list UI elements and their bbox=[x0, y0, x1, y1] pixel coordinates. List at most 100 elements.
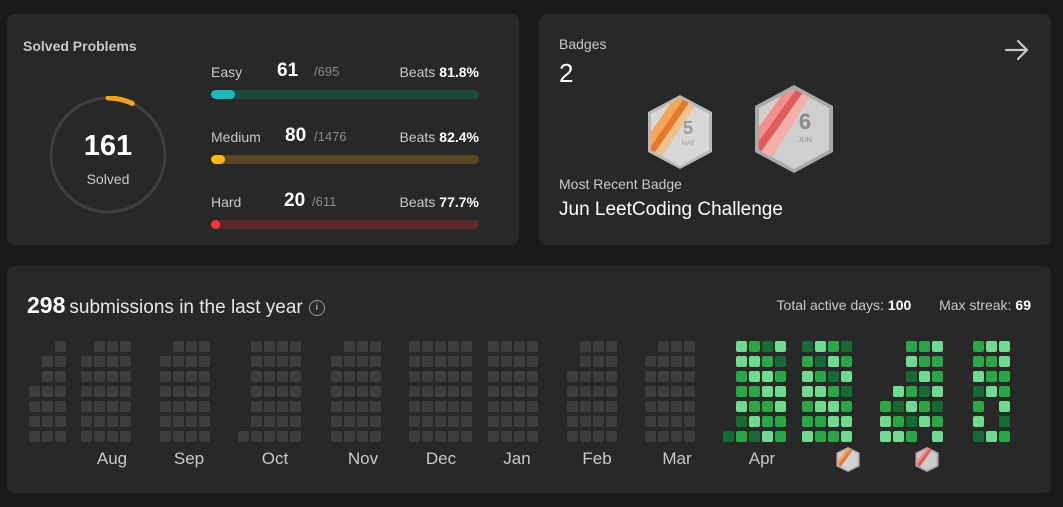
heatmap-cell[interactable] bbox=[762, 386, 773, 397]
heatmap-cell[interactable] bbox=[173, 386, 184, 397]
heatmap-cell[interactable] bbox=[527, 431, 538, 442]
heatmap-cell[interactable] bbox=[658, 356, 669, 367]
heatmap-cell[interactable] bbox=[501, 341, 512, 352]
heatmap-cell[interactable] bbox=[671, 431, 682, 442]
heatmap-cell[interactable] bbox=[409, 431, 420, 442]
heatmap-cell[interactable] bbox=[684, 341, 695, 352]
heatmap-cell[interactable] bbox=[120, 356, 131, 367]
heatmap-cell[interactable] bbox=[94, 431, 105, 442]
heatmap-cell[interactable] bbox=[277, 386, 288, 397]
heatmap-cell[interactable] bbox=[277, 356, 288, 367]
heatmap-cell[interactable] bbox=[606, 341, 617, 352]
heatmap-cell[interactable] bbox=[173, 401, 184, 412]
heatmap-cell[interactable] bbox=[815, 386, 826, 397]
heatmap-cell[interactable] bbox=[527, 371, 538, 382]
heatmap-cell[interactable] bbox=[815, 401, 826, 412]
heatmap-cell[interactable] bbox=[514, 356, 525, 367]
heatmap-cell[interactable] bbox=[55, 371, 66, 382]
heatmap-cell[interactable] bbox=[107, 356, 118, 367]
heatmap-cell[interactable] bbox=[658, 431, 669, 442]
heatmap-cell[interactable] bbox=[775, 386, 786, 397]
heatmap-cell[interactable] bbox=[107, 341, 118, 352]
heatmap-cell[interactable] bbox=[238, 431, 249, 442]
heatmap-cell[interactable] bbox=[160, 431, 171, 442]
heatmap-cell[interactable] bbox=[645, 356, 656, 367]
heatmap-cell[interactable] bbox=[251, 386, 262, 397]
heatmap-cell[interactable] bbox=[199, 386, 210, 397]
heatmap-cell[interactable] bbox=[973, 386, 984, 397]
heatmap-cell[interactable] bbox=[606, 356, 617, 367]
heatmap-cell[interactable] bbox=[973, 431, 984, 442]
heatmap-cell[interactable] bbox=[684, 401, 695, 412]
heatmap-cell[interactable] bbox=[199, 431, 210, 442]
heatmap-cell[interactable] bbox=[828, 386, 839, 397]
heatmap-cell[interactable] bbox=[488, 356, 499, 367]
heatmap-cell[interactable] bbox=[906, 356, 917, 367]
heatmap-cell[interactable] bbox=[593, 386, 604, 397]
heatmap-cell[interactable] bbox=[94, 341, 105, 352]
heatmap-cell[interactable] bbox=[290, 341, 301, 352]
heatmap-cell[interactable] bbox=[501, 401, 512, 412]
heatmap-cell[interactable] bbox=[514, 416, 525, 427]
heatmap-cell[interactable] bbox=[461, 416, 472, 427]
heatmap-cell[interactable] bbox=[186, 416, 197, 427]
heatmap-cell[interactable] bbox=[567, 416, 578, 427]
heatmap-cell[interactable] bbox=[81, 386, 92, 397]
heatmap-cell[interactable] bbox=[264, 386, 275, 397]
heatmap-cell[interactable] bbox=[160, 386, 171, 397]
heatmap-cell[interactable] bbox=[94, 416, 105, 427]
heatmap-cell[interactable] bbox=[42, 401, 53, 412]
heatmap-cell[interactable] bbox=[999, 371, 1010, 382]
heatmap-cell[interactable] bbox=[488, 416, 499, 427]
heatmap-cell[interactable] bbox=[932, 371, 943, 382]
heatmap-cell[interactable] bbox=[684, 356, 695, 367]
heatmap-cell[interactable] bbox=[94, 371, 105, 382]
heatmap-cell[interactable] bbox=[580, 386, 591, 397]
heatmap-cell[interactable] bbox=[658, 401, 669, 412]
heatmap-cell[interactable] bbox=[658, 371, 669, 382]
heatmap-cell[interactable] bbox=[422, 431, 433, 442]
heatmap-cell[interactable] bbox=[331, 416, 342, 427]
heatmap-cell[interactable] bbox=[527, 401, 538, 412]
heatmap-cell[interactable] bbox=[435, 401, 446, 412]
heatmap-cell[interactable] bbox=[409, 401, 420, 412]
heatmap-cell[interactable] bbox=[973, 371, 984, 382]
heatmap-cell[interactable] bbox=[120, 371, 131, 382]
heatmap-cell[interactable] bbox=[802, 401, 813, 412]
heatmap-cell[interactable] bbox=[671, 386, 682, 397]
heatmap-cell[interactable] bbox=[606, 401, 617, 412]
heatmap-cell[interactable] bbox=[344, 431, 355, 442]
heatmap-cell[interactable] bbox=[277, 431, 288, 442]
heatmap-cell[interactable] bbox=[736, 401, 747, 412]
heatmap-cell[interactable] bbox=[815, 371, 826, 382]
heatmap-cell[interactable] bbox=[762, 401, 773, 412]
heatmap-cell[interactable] bbox=[251, 341, 262, 352]
heatmap-cell[interactable] bbox=[81, 371, 92, 382]
heatmap-cell[interactable] bbox=[775, 371, 786, 382]
heatmap-cell[interactable] bbox=[893, 386, 904, 397]
heatmap-cell[interactable] bbox=[107, 386, 118, 397]
heatmap-cell[interactable] bbox=[919, 386, 930, 397]
heatmap-cell[interactable] bbox=[932, 341, 943, 352]
heatmap-cell[interactable] bbox=[435, 386, 446, 397]
heatmap-cell[interactable] bbox=[736, 431, 747, 442]
heatmap-cell[interactable] bbox=[580, 401, 591, 412]
heatmap-cell[interactable] bbox=[593, 416, 604, 427]
heatmap-cell[interactable] bbox=[919, 401, 930, 412]
heatmap-cell[interactable] bbox=[606, 371, 617, 382]
heatmap-cell[interactable] bbox=[567, 386, 578, 397]
heatmap-cell[interactable] bbox=[684, 431, 695, 442]
heatmap-cell[interactable] bbox=[684, 386, 695, 397]
heatmap-cell[interactable] bbox=[290, 401, 301, 412]
heatmap-cell[interactable] bbox=[160, 401, 171, 412]
heatmap-cell[interactable] bbox=[186, 356, 197, 367]
heatmap-cell[interactable] bbox=[461, 431, 472, 442]
heatmap-cell[interactable] bbox=[645, 401, 656, 412]
heatmap-cell[interactable] bbox=[160, 416, 171, 427]
heatmap-cell[interactable] bbox=[370, 386, 381, 397]
heatmap-cell[interactable] bbox=[999, 416, 1010, 427]
heatmap-cell[interactable] bbox=[893, 416, 904, 427]
heatmap-cell[interactable] bbox=[841, 416, 852, 427]
heatmap-cell[interactable] bbox=[107, 416, 118, 427]
heatmap-cell[interactable] bbox=[331, 371, 342, 382]
